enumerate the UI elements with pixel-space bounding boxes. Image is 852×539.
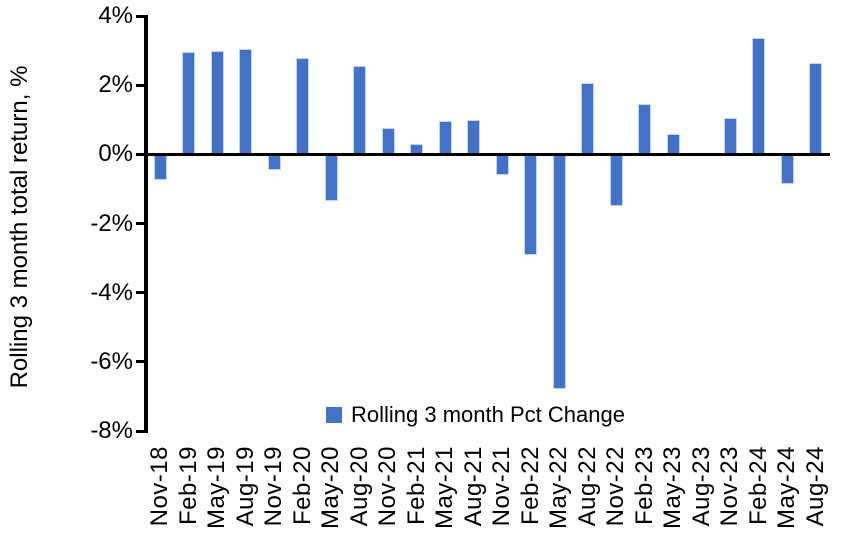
x-tick-label: Feb-20 [288,446,316,526]
x-tick-label: Nov-22 [602,446,630,527]
legend: Rolling 3 month Pct Change [326,402,625,428]
x-tick-label: May-20 [317,446,345,530]
x-tick-label: Feb-21 [402,446,430,526]
bar-Nov-20 [381,128,395,155]
y-tick-label: -2% [90,209,133,237]
y-tick-label: -4% [90,278,133,306]
bar-Aug-19 [239,48,253,155]
x-tick-label: Feb-23 [630,446,658,526]
y-tick-mark [136,429,146,433]
y-tick-mark [136,152,146,156]
x-tick-label: Nov-20 [374,446,402,527]
bar-May-23 [666,133,680,155]
bar-Nov-19 [267,154,281,170]
x-tick-label: May-23 [659,446,687,530]
bar-Nov-21 [495,154,509,176]
bar-May-22 [552,154,566,390]
y-tick-label: 0% [98,140,133,168]
bar-Aug-24 [809,62,823,155]
y-tick-label: -8% [90,417,133,444]
legend-label: Rolling 3 month Pct Change [351,402,625,427]
bar-Feb-24 [752,38,766,155]
x-tick-label: May-21 [431,446,459,530]
x-tick-label: Nov-23 [716,446,744,527]
x-tick-label: Feb-19 [174,446,202,526]
zero-baseline [146,152,830,157]
legend-marker-icon [326,407,342,423]
x-tick-label: Nov-19 [260,446,288,527]
y-tick-label: 2% [98,71,133,99]
x-tick-label: Aug-21 [459,446,487,527]
x-tick-label: Aug-23 [687,446,715,527]
x-tick-label: Nov-21 [488,446,516,527]
bar-May-20 [324,154,338,202]
x-tick-label: Feb-22 [516,446,544,526]
bar-May-21 [438,121,452,155]
x-tick-label: Nov-18 [146,446,174,527]
y-tick-mark [136,14,146,18]
x-tick-label: May-24 [773,446,801,530]
y-tick-mark [136,222,146,225]
bar-Feb-20 [296,57,310,155]
x-tick-label: Aug-24 [801,446,829,527]
x-tick-label: Aug-22 [573,446,601,527]
y-tick-label: 4% [98,2,133,29]
bar-Feb-19 [182,52,196,155]
bar-Feb-22 [524,154,538,255]
bar-May-19 [210,50,224,155]
bar-May-24 [780,154,794,184]
y-tick-label: -6% [90,347,133,375]
y-tick-mark [136,291,146,295]
y-tick-mark [136,83,146,87]
x-tick-label: May-22 [545,446,573,530]
bar-Aug-20 [353,66,367,155]
bar-Nov-23 [723,118,737,155]
x-tick-label: Feb-24 [744,446,772,526]
x-tick-label: May-19 [203,446,231,530]
x-tick-label: Aug-20 [345,446,373,527]
bar-Feb-23 [638,104,652,155]
bar-Aug-22 [581,83,595,155]
bar-Nov-18 [153,154,167,181]
x-tick-label: Aug-19 [231,446,259,527]
y-axis-line [144,15,148,433]
bar-Nov-22 [609,154,623,207]
bar-Aug-21 [467,119,481,155]
y-tick-mark [136,360,146,364]
